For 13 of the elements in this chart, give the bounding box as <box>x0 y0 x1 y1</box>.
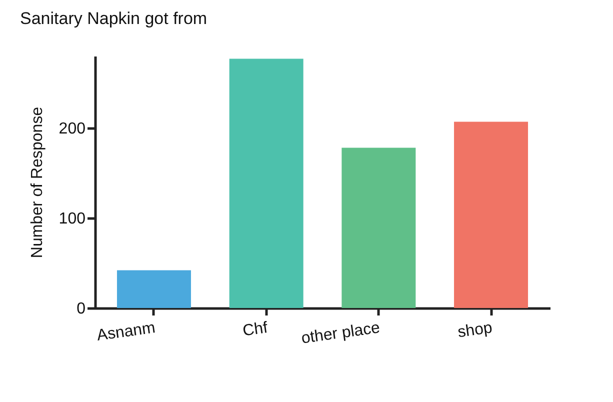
y-axis-title: Number of Response <box>28 106 46 258</box>
y-tick-label: 200 <box>58 120 86 138</box>
bar <box>116 270 191 308</box>
x-tick-label: Chf <box>242 319 270 340</box>
bar <box>229 58 304 308</box>
y-tick-label: 100 <box>58 210 86 228</box>
y-tick-label: 0 <box>76 300 86 318</box>
x-tick-label: shop <box>456 319 494 342</box>
x-tick-label: other place <box>300 319 382 348</box>
chart-title: Sanitary Napkin got from <box>20 9 208 28</box>
x-tick-label: Asnanm <box>96 320 156 345</box>
bar <box>454 122 528 308</box>
bar <box>342 148 416 308</box>
